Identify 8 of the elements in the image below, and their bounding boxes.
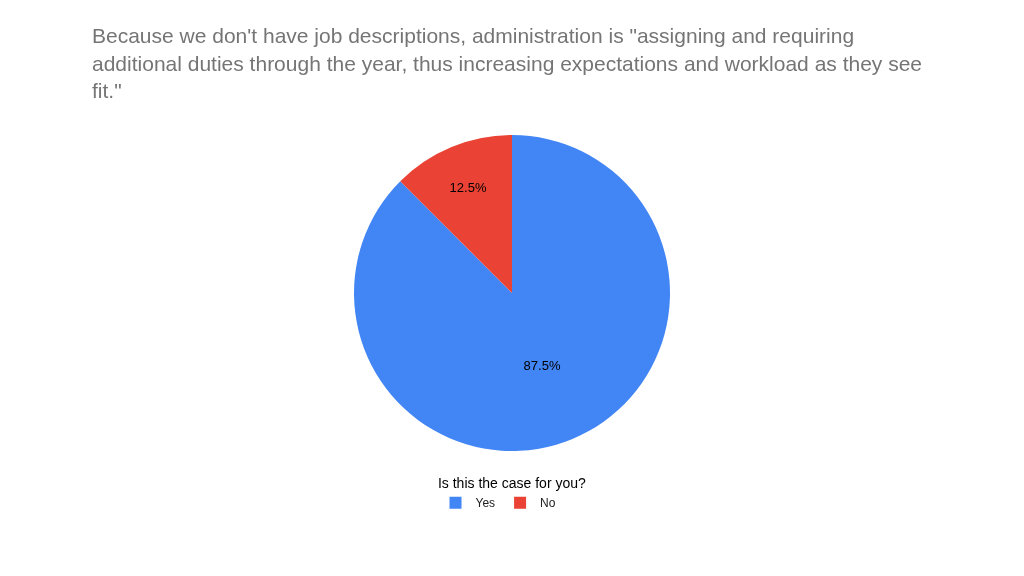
legend-label: Yes	[475, 496, 496, 511]
chart-title: Because we don't have job descriptions, administration is "assigning and requiring additional duties through the year, thus increasing expectations and workload as they see fit."	[92, 24, 923, 102]
legend-label: No	[540, 496, 556, 511]
pie-slice	[400, 135, 512, 293]
data-label: 87.5%	[523, 358, 561, 374]
legend-title: Is this the case for you?	[437, 475, 587, 492]
data-label: 12.5%	[449, 179, 487, 195]
pie-slice	[354, 135, 670, 451]
